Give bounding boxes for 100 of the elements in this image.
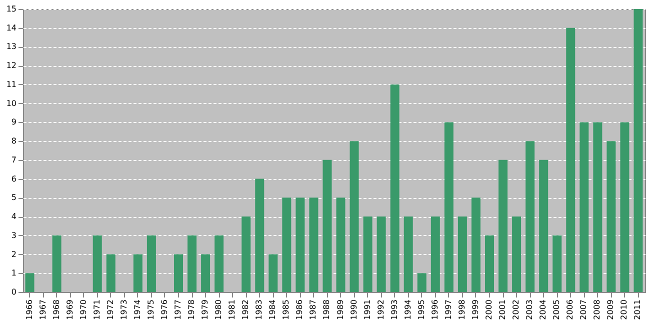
- x-tick-label: 1970: [78, 300, 88, 320]
- x-tick-label: 1979: [200, 300, 210, 320]
- x-tick-label: 1998: [457, 300, 466, 320]
- x-tick-label: 1977: [174, 300, 182, 320]
- y-tick-label: 1: [11, 268, 16, 278]
- x-tick-label: 2003: [525, 300, 534, 320]
- x-tick-label: 1967: [38, 300, 48, 320]
- bar: [458, 216, 467, 292]
- x-tick-label: 1984: [268, 300, 278, 320]
- bar: [92, 235, 102, 292]
- x-tick-label: 1989: [336, 300, 345, 320]
- x-tick-label: 1997: [444, 300, 453, 320]
- x-tick-label: 1966: [24, 300, 34, 320]
- bar: [52, 235, 62, 292]
- x-tick-label: 2008: [592, 300, 602, 320]
- x-tick-label: 1978: [187, 300, 196, 320]
- x-tick-label: 1981: [228, 300, 237, 320]
- bar: [106, 254, 116, 292]
- x-tick-label: 1983: [254, 300, 264, 320]
- x-tick-label: 1969: [65, 300, 74, 320]
- x-tick-label: 1972: [106, 300, 115, 320]
- x-tick-label: 1993: [390, 300, 399, 320]
- bar: [566, 28, 576, 292]
- y-tick-label: 7: [11, 155, 16, 164]
- x-tick-label: 1974: [132, 300, 142, 320]
- bar: [593, 122, 602, 292]
- y-tick-label: 6: [11, 174, 16, 184]
- y-tick-label: 10: [6, 98, 16, 108]
- bar: [363, 216, 372, 292]
- y-tick-label: 0: [11, 288, 16, 296]
- x-tick-label: 1973: [119, 300, 128, 320]
- bar: [322, 160, 332, 292]
- x-tick-label: 2000: [484, 300, 494, 320]
- bar: [146, 235, 156, 292]
- bar: [390, 84, 400, 292]
- bar: [133, 254, 142, 292]
- x-tick-label: 1968: [52, 300, 61, 320]
- bar: [350, 141, 359, 292]
- x-tick-label: 2002: [512, 300, 521, 320]
- x-tick-label: 2009: [606, 300, 616, 320]
- bar: [444, 122, 454, 292]
- bar: [620, 122, 630, 292]
- x-tick-label: 1987: [308, 300, 318, 320]
- bar: [539, 160, 548, 292]
- y-tick-label: 12: [6, 61, 16, 70]
- x-tick-label: 1975: [146, 300, 156, 320]
- x-tick-label: 1996: [430, 300, 440, 320]
- x-tick-label: 1991: [362, 300, 372, 320]
- bar: [417, 273, 426, 292]
- x-tick-label: 1999: [470, 300, 480, 320]
- bar: [512, 216, 522, 292]
- bar: [485, 235, 494, 292]
- x-tick-label: 2007: [579, 300, 588, 320]
- x-tick-label: 1988: [322, 300, 332, 320]
- y-tick-label: 3: [11, 230, 16, 240]
- y-tick-label: 13: [6, 42, 16, 52]
- bar: [552, 235, 562, 292]
- x-tick-label: 2011: [633, 300, 642, 320]
- y-tick-label: 5: [11, 193, 16, 202]
- x-tick-label: 1994: [403, 300, 412, 320]
- x-tick-label: 2005: [552, 300, 562, 320]
- bar: [282, 198, 292, 292]
- y-tick-label: 9: [11, 118, 16, 127]
- y-tick-label: 4: [11, 212, 16, 222]
- y-tick-label: 8: [11, 136, 16, 146]
- x-tick-label: 2010: [620, 300, 629, 320]
- bar: [336, 198, 346, 292]
- bar: [498, 160, 508, 292]
- bar: [201, 254, 210, 292]
- x-tick-label: 1985: [282, 300, 291, 320]
- bar: [214, 235, 224, 292]
- bar: [430, 216, 440, 292]
- bar: [255, 178, 264, 292]
- bar: [296, 198, 305, 292]
- bar: [580, 122, 589, 292]
- x-tick-label: 1976: [160, 300, 169, 320]
- y-tick-label: 11: [6, 80, 16, 89]
- x-tick-label: 1982: [241, 300, 250, 320]
- bar: [174, 254, 183, 292]
- y-tick-label: 15: [6, 4, 16, 14]
- bar: [404, 216, 413, 292]
- x-tick-label: 2001: [498, 300, 508, 320]
- x-tick-label: 1971: [92, 300, 102, 320]
- bar: [526, 141, 535, 292]
- x-tick-label: 1992: [376, 300, 386, 320]
- x-tick-label: 2004: [538, 300, 548, 320]
- bar: [471, 198, 480, 292]
- x-tick-label: 2006: [566, 300, 575, 320]
- bar: [242, 216, 251, 292]
- x-tick-label: 1995: [416, 300, 426, 320]
- x-tick-label: 1980: [214, 300, 224, 320]
- y-tick-label: 2: [11, 250, 16, 259]
- x-tick-label: 1986: [295, 300, 304, 320]
- bar: [188, 235, 197, 292]
- bar: [606, 141, 616, 292]
- y-tick-label: 14: [6, 23, 16, 32]
- x-tick-label: 1990: [349, 300, 358, 320]
- bar: [25, 273, 34, 292]
- bar: [634, 9, 643, 292]
- bar: [268, 254, 278, 292]
